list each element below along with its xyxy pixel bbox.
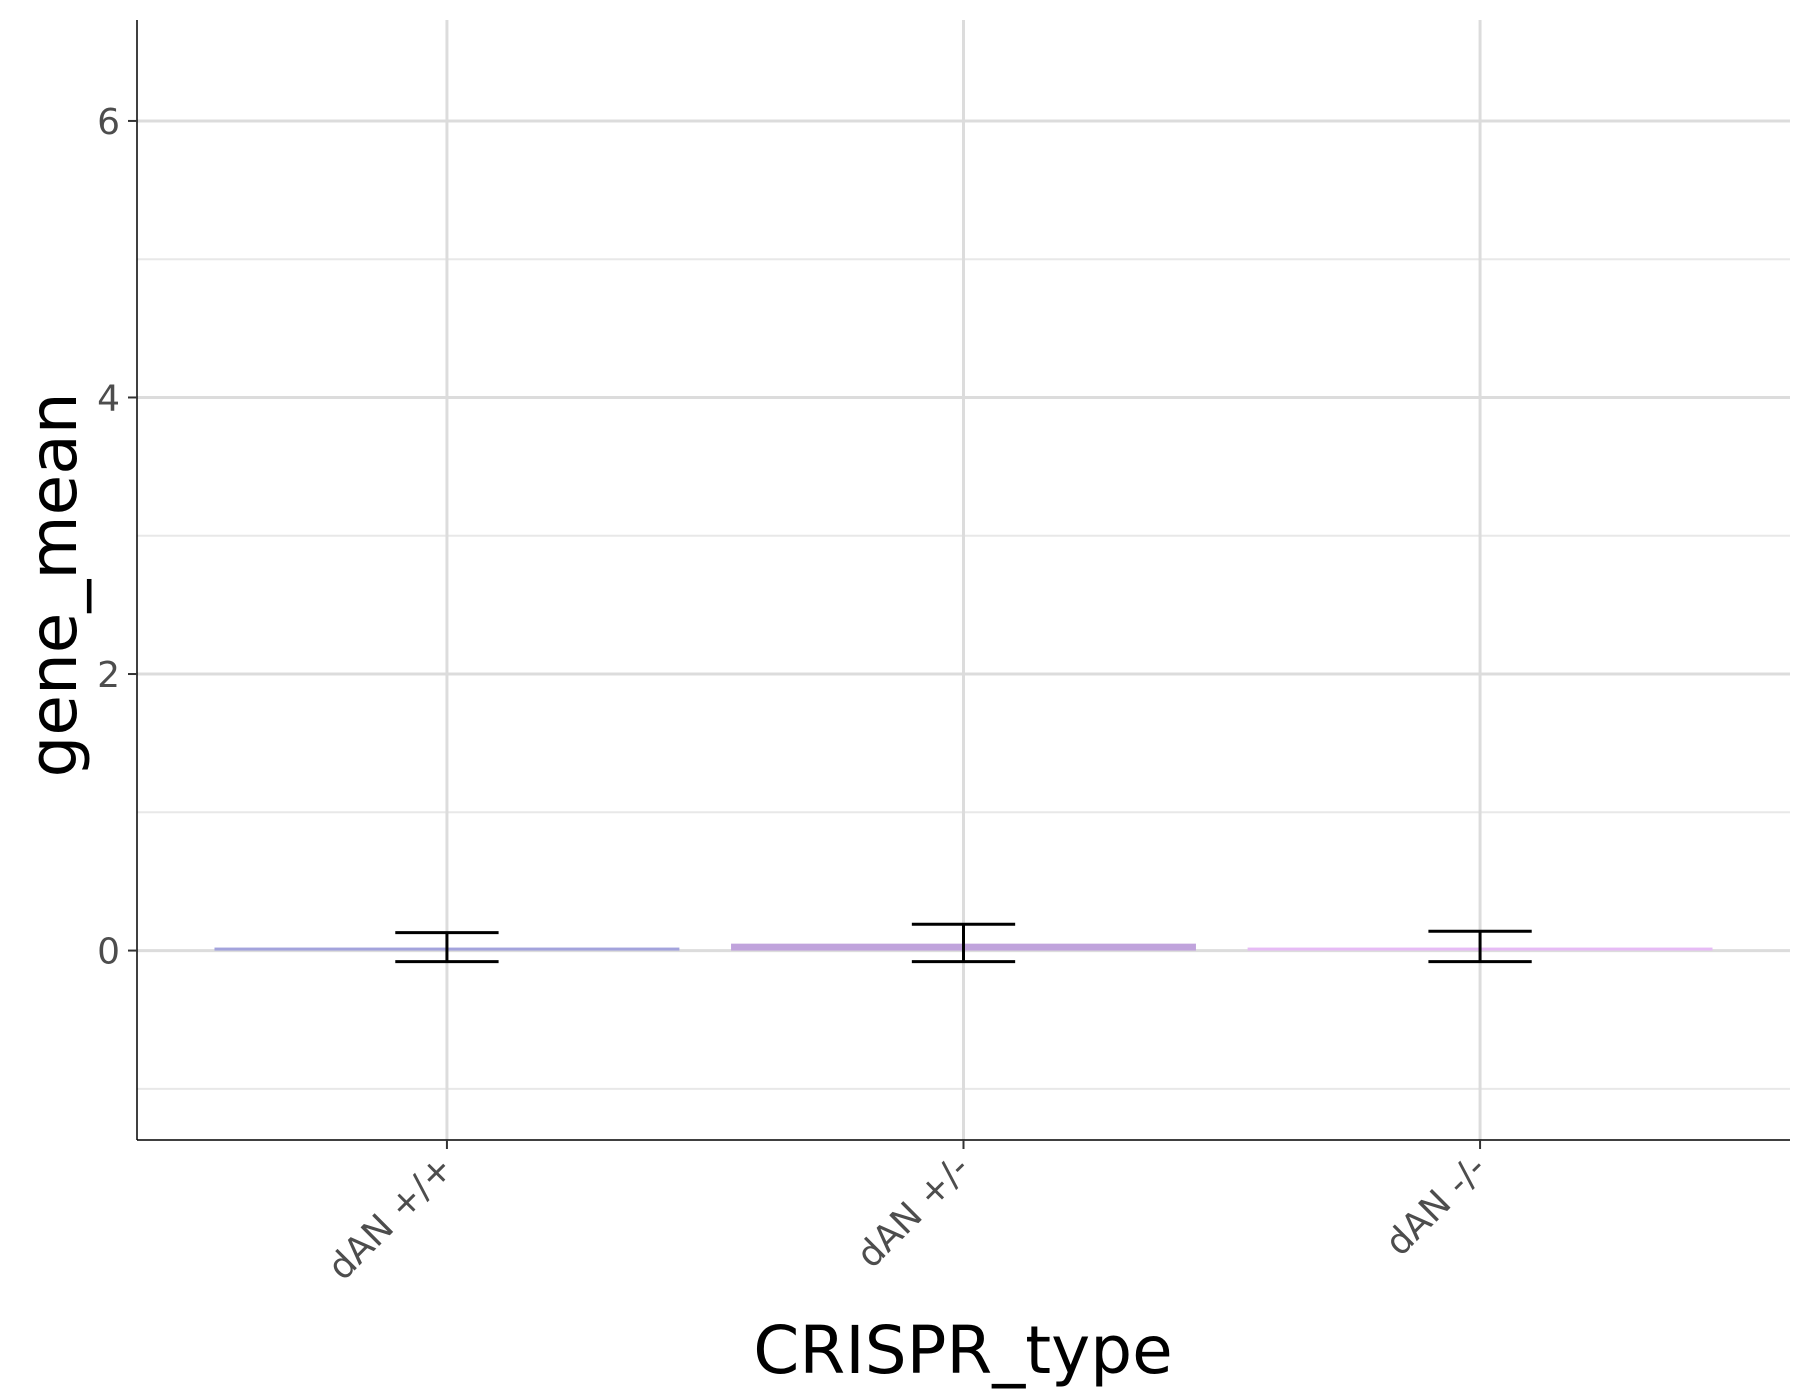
y-tick-label: 6 [97,102,120,143]
y-tick-label: 4 [97,378,120,419]
grid [137,20,1790,1140]
y-axis-title: gene_mean [15,392,92,777]
x-axis-title: CRISPR_type [753,1312,1172,1389]
y-ticks: 0 2 4 6 [97,102,137,973]
y-tick-label: 2 [97,655,120,696]
y-tick-label: 0 [97,932,120,973]
x-ticks: dAN +/+ dAN +/- dAN -/- [320,1140,1494,1288]
x-tick-label: dAN -/- [1378,1147,1495,1264]
x-tick-label: dAN +/- [849,1147,978,1276]
error-bars [395,922,1532,964]
x-tick-label: dAN +/+ [320,1147,461,1288]
